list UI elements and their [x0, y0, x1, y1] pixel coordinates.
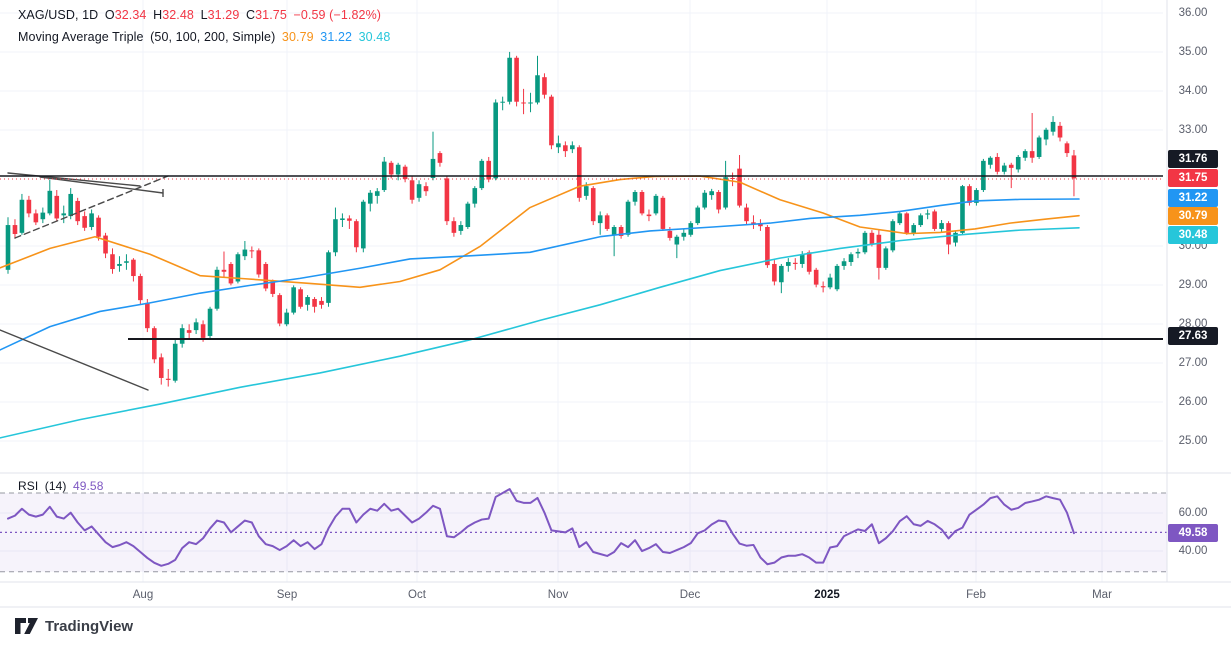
svg-text:35.00: 35.00 [1179, 46, 1208, 58]
svg-text:Sep: Sep [277, 589, 297, 601]
svg-text:29.00: 29.00 [1179, 279, 1208, 291]
ma-indicator-legend-row[interactable]: Moving Average Triple (50, 100, 200, Sim… [18, 30, 393, 44]
open-value: 32.34 [114, 8, 147, 22]
ma-indicator-params: (50, 100, 200, Simple) [150, 30, 276, 44]
tradingview-logo-text: TradingView [45, 617, 134, 635]
svg-text:2025: 2025 [814, 589, 840, 601]
open-label: O [104, 8, 115, 22]
svg-text:33.00: 33.00 [1179, 124, 1208, 136]
rsi-indicator-params: (14) [44, 479, 67, 493]
rsi-indicator-legend-row[interactable]: RSI (14) 49.58 [18, 479, 106, 493]
svg-text:31.76: 31.76 [1179, 153, 1208, 165]
svg-text:36.00: 36.00 [1179, 7, 1208, 19]
symbol-legend-row[interactable]: XAG/USD, 1D O32.34 H32.48 L31.29 C31.75 … [18, 8, 384, 22]
symbol-title: XAG/USD, 1D [18, 8, 99, 22]
high-value: 32.48 [162, 8, 194, 22]
svg-text:31.22: 31.22 [1179, 192, 1208, 204]
ma100-value: 31.22 [320, 30, 353, 44]
svg-text:26.00: 26.00 [1179, 396, 1208, 408]
close-label: C [245, 8, 256, 22]
svg-text:Nov: Nov [548, 589, 569, 601]
time-axis-scale[interactable] [0, 582, 1231, 607]
svg-text:30.48: 30.48 [1179, 229, 1208, 241]
tradingview-logo-icon [15, 618, 38, 634]
svg-text:30.79: 30.79 [1179, 210, 1208, 222]
svg-text:Mar: Mar [1092, 589, 1112, 601]
tradingview-logo[interactable]: TradingView [14, 616, 133, 636]
svg-text:34.00: 34.00 [1179, 85, 1208, 97]
svg-text:60.00: 60.00 [1179, 507, 1208, 519]
svg-text:Dec: Dec [680, 589, 701, 601]
svg-text:27.63: 27.63 [1179, 330, 1208, 342]
ma50-value: 30.79 [281, 30, 314, 44]
rsi-indicator-name: RSI [18, 479, 39, 493]
ma-indicator-name: Moving Average Triple [18, 30, 144, 44]
change-value: −0.59 (−1.82%) [293, 8, 382, 22]
rsi-current-value: 49.58 [72, 479, 104, 493]
svg-text:40.00: 40.00 [1179, 545, 1208, 557]
low-value: 31.29 [207, 8, 240, 22]
svg-text:Oct: Oct [408, 589, 427, 601]
ma200-value: 30.48 [358, 30, 391, 44]
svg-text:27.00: 27.00 [1179, 357, 1208, 369]
svg-text:Feb: Feb [966, 589, 986, 601]
svg-text:49.58: 49.58 [1179, 527, 1208, 539]
price-chart[interactable]: 36.0035.0034.0033.0030.0029.0028.0027.00… [0, 0, 1231, 608]
high-label: H [153, 8, 163, 22]
chart-canvas[interactable]: 36.00 35.00 34.00 33.00 30.00 29.00 28.00 27.00… [0, 0, 1231, 608]
close-value: 31.75 [255, 8, 287, 22]
price-axis-scale[interactable] [1167, 0, 1231, 582]
svg-text:Aug: Aug [133, 589, 153, 601]
low-label: L [200, 8, 208, 22]
svg-text:31.75: 31.75 [1179, 172, 1208, 184]
svg-text:25.00: 25.00 [1179, 435, 1208, 447]
